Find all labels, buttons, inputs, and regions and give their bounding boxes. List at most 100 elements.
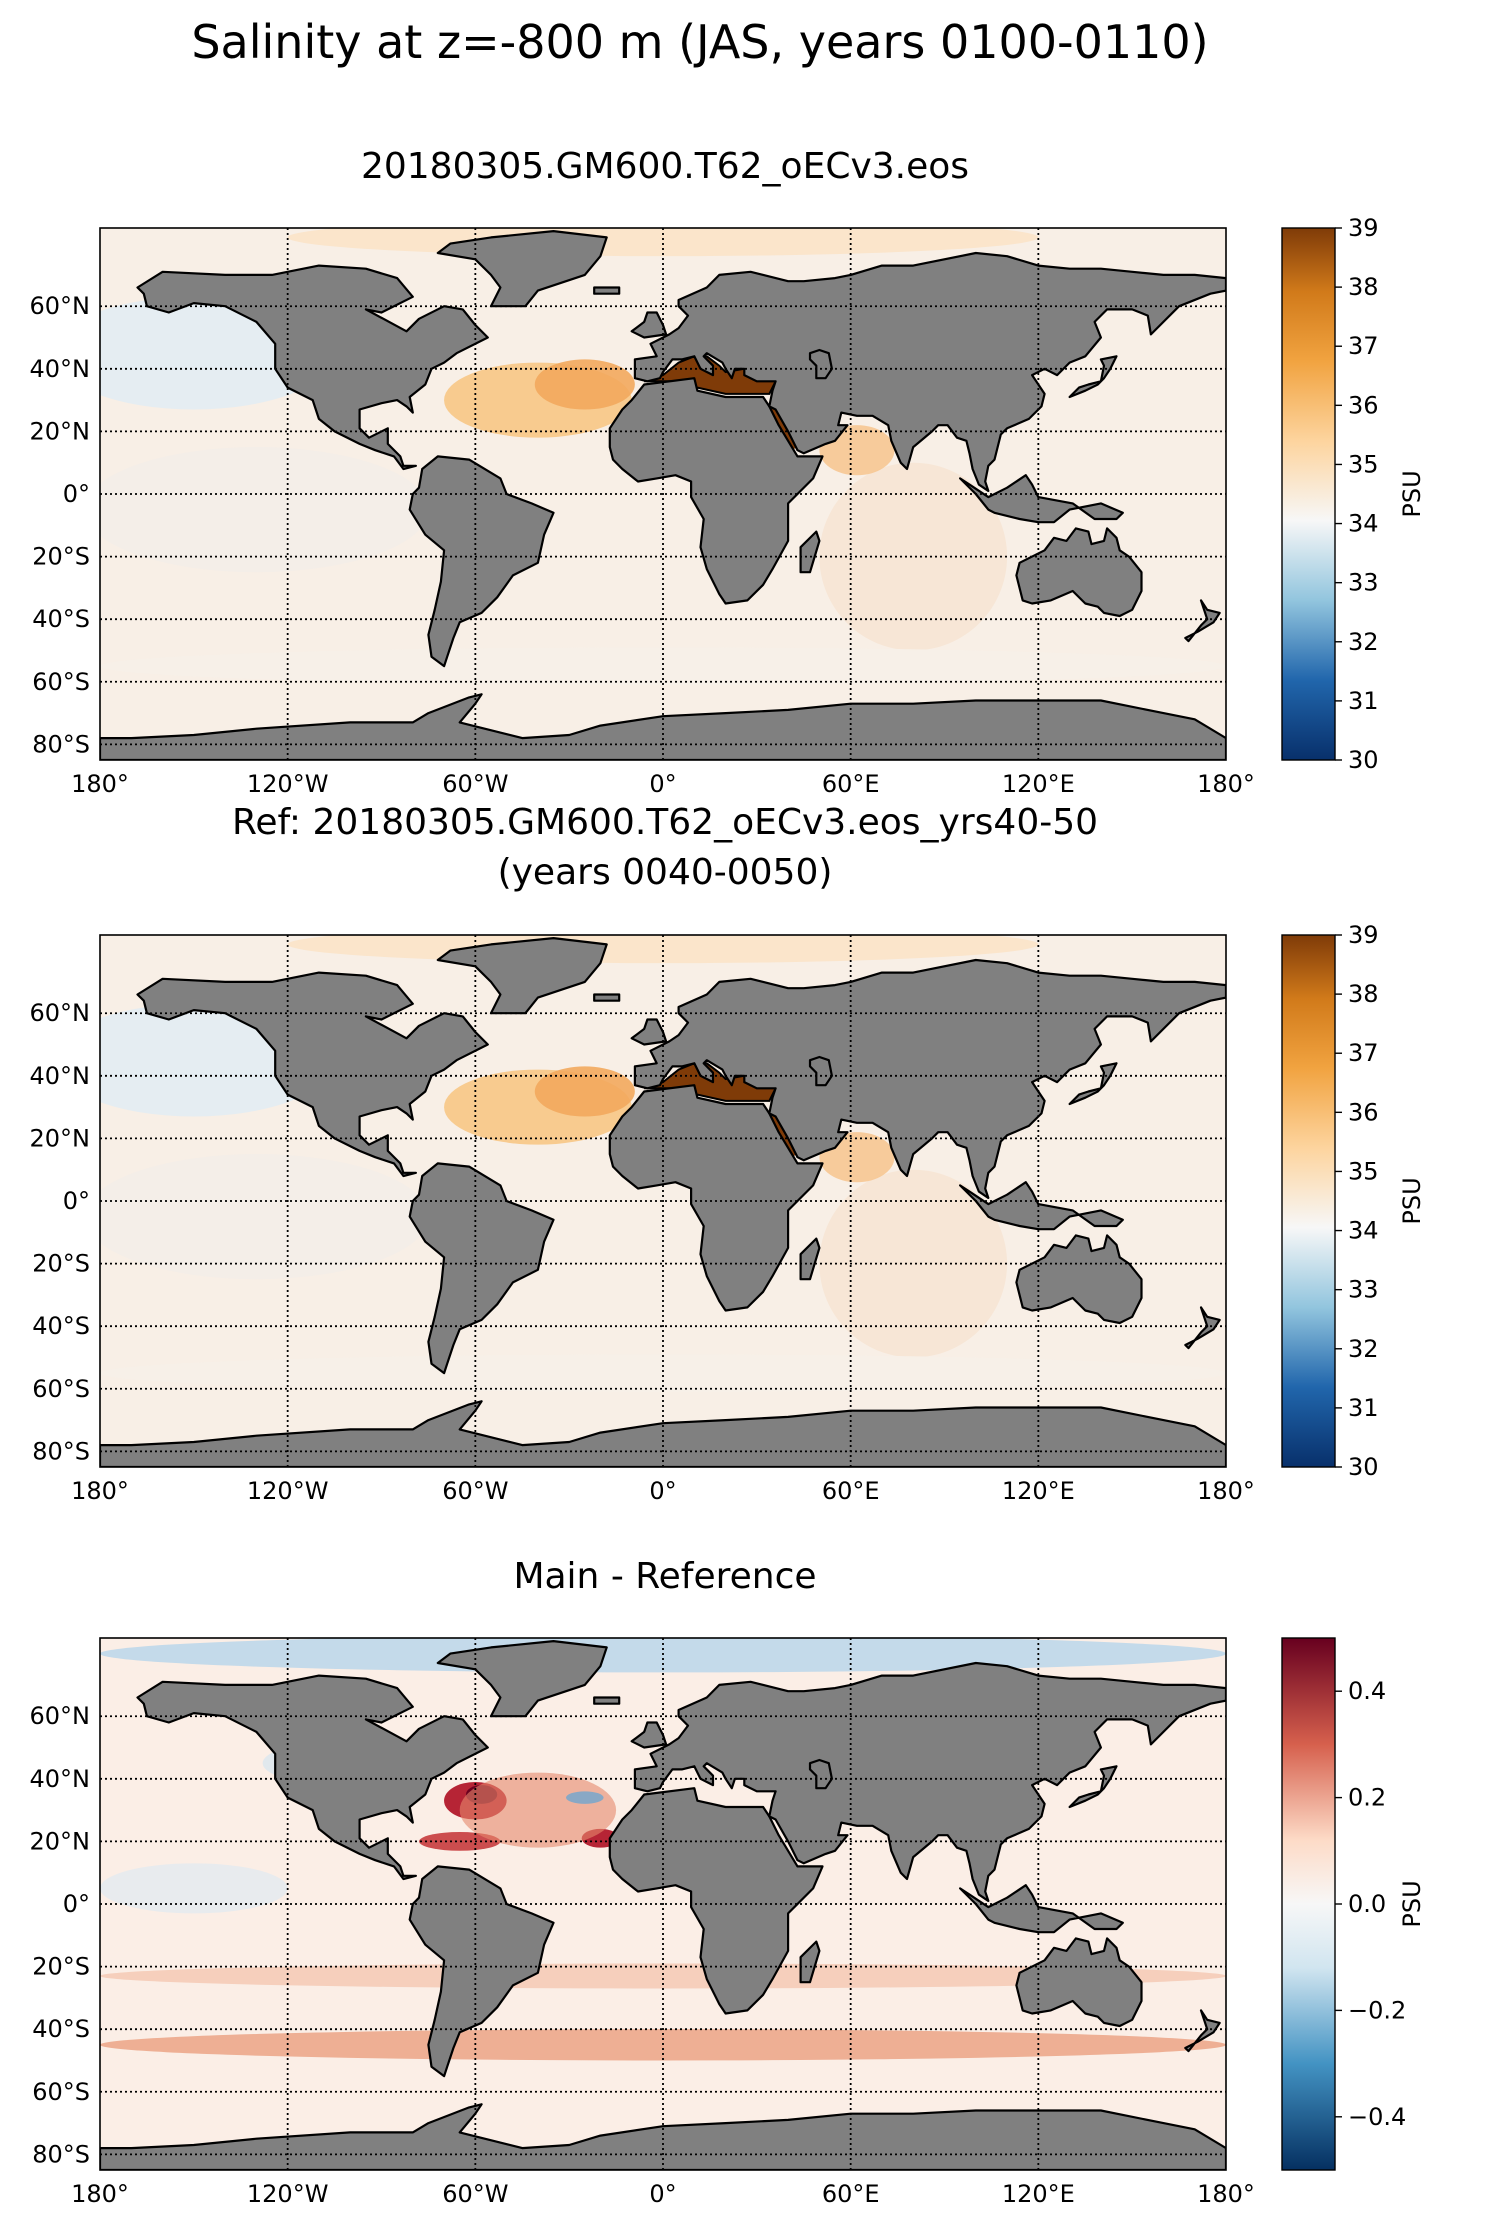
data-field (100, 935, 1226, 1467)
colorbar-tick-label: 37 (1348, 332, 1379, 360)
colorbar: 30 31 32 33 34 35 36 37 38 39 PSU (1281, 214, 1426, 774)
arabia-caspian-landmass (808, 348, 834, 380)
madagascar-landmass (799, 1940, 821, 1984)
x-tick-label: 0° (649, 1477, 676, 1505)
arctic-high (287, 228, 1039, 257)
x-tick-label: 0° (649, 770, 676, 798)
y-tick-label: 80°S (32, 2140, 90, 2168)
new-zealand-landmass (1184, 1306, 1221, 1350)
y-tick-label: 40°N (30, 355, 91, 383)
australia-landmass (1015, 1234, 1143, 1325)
colorbar-tick-label: 34 (1348, 1217, 1379, 1245)
gridlines (100, 1638, 1226, 2170)
colorbar-tick-label: 33 (1348, 569, 1379, 597)
colorbar-label: PSU (1398, 1177, 1426, 1224)
colorbar-tick-label: 34 (1348, 510, 1379, 538)
new-zealand-landmass (1184, 599, 1221, 643)
colorbar-tick-label: 31 (1348, 687, 1379, 715)
colorbar-tick-label: −0.2 (1348, 1996, 1406, 2024)
x-tick-label: 120°E (1002, 770, 1075, 798)
y-tick-label: 60°N (30, 999, 91, 1027)
british-isles-landmass (630, 1721, 668, 1749)
y-tick-label: 80°S (32, 1437, 90, 1465)
arctic-high (287, 935, 1039, 964)
colorbar-gradient (1281, 1637, 1336, 2171)
colorbar-tick-label: 0.2 (1348, 1784, 1386, 1812)
colorbar-tick-label: 38 (1348, 980, 1379, 1008)
colorbar-tick-label: 30 (1348, 1453, 1379, 1481)
eurasia-landmass (633, 1661, 1226, 1903)
british-isles-landmass (630, 1018, 668, 1046)
x-tick-label: 180° (1197, 1477, 1255, 1505)
y-tick-label: 40°S (32, 605, 90, 633)
y-tick-label: 0° (63, 1890, 90, 1918)
panel-reference: Ref: 20180305.GM600.T62_oECv3.eos_yrs40-… (30, 802, 1427, 1505)
x-tick-label: 180° (1197, 2180, 1255, 2208)
south-america-landmass (408, 1162, 555, 1375)
pacific-east-blue (100, 1863, 288, 1914)
colorbar: 30 31 32 33 34 35 36 37 38 39 PSU (1281, 921, 1426, 1481)
arabia-caspian-landmass (808, 1758, 834, 1790)
greenland-landmass (436, 230, 608, 308)
gridlines (100, 228, 1226, 760)
madagascar-landmass (799, 1237, 821, 1281)
colorbar: −0.4 −0.2 0.0 0.2 0.4 PSU (1281, 1637, 1426, 2171)
panel-model: 20180305.GM600.T62_oECv3.eos 180° 120°W 60… (30, 146, 1427, 798)
x-tick-label: 180° (71, 2180, 129, 2208)
indonesia-landmass (958, 1181, 1124, 1231)
south-america-landmass (408, 455, 555, 668)
colorbar-tick-label: −0.4 (1348, 2103, 1406, 2131)
map-frame (99, 1637, 1227, 2171)
y-tick-label: 60°S (32, 2078, 90, 2106)
colorbar-tick-label: 36 (1348, 1098, 1379, 1126)
arabia-caspian-landmass (808, 1055, 834, 1087)
eurasia-landmass (633, 251, 1226, 492)
greenland-landmass (436, 936, 608, 1015)
colorbar-tick-label: 38 (1348, 273, 1379, 301)
madagascar-landmass (799, 530, 821, 574)
panel-subtitle: (years 0040-0050) (498, 852, 833, 893)
y-tick-label: 20°S (32, 1250, 90, 1278)
atlantic-core (534, 1066, 635, 1117)
colorbar-tick-label: 37 (1348, 1039, 1379, 1067)
colorbar-label: PSU (1398, 1880, 1426, 1927)
north-america-landmass (136, 264, 489, 471)
australia-landmass (1015, 1937, 1143, 2028)
colorbar-tick-label: 36 (1348, 391, 1379, 419)
colorbar-tick-label: 35 (1348, 1157, 1379, 1185)
panel-title: Ref: 20180305.GM600.T62_oECv3.eos_yrs40-… (232, 802, 1098, 843)
pacific-south (100, 1154, 429, 1280)
japan-landmass (1068, 1765, 1118, 1809)
map: 180° 120°W 60°W 0° 60°E 120°E 180° 60°N 40°N 20°N… (30, 1637, 1255, 2208)
y-tick-label: 40°S (32, 1312, 90, 1340)
greenland-landmass (436, 1639, 608, 1718)
iceland-landmass (593, 1696, 621, 1705)
x-tick-label: 60°W (442, 770, 508, 798)
y-tick-label: 80°S (32, 730, 90, 758)
x-tick-label: 60°W (442, 1477, 508, 1505)
x-tick-label: 0° (649, 2180, 676, 2208)
data-field (100, 228, 1226, 760)
colorbar-tick-label: 0.4 (1348, 1677, 1386, 1705)
new-zealand-landmass (1184, 2009, 1221, 2053)
panel-title: 20180305.GM600.T62_oECv3.eos (361, 146, 969, 187)
y-tick-label: 40°S (32, 2015, 90, 2043)
x-tick-label: 60°E (822, 1477, 880, 1505)
y-tick-label: 60°S (32, 1375, 90, 1403)
indonesia-landmass (958, 474, 1124, 524)
panel-difference: Main - Reference 180° 120°W 60°W 0° 60°E 120°… (30, 1556, 1427, 2208)
japan-landmass (1068, 355, 1118, 399)
australia-landmass (1015, 527, 1143, 618)
panel-title: Main - Reference (513, 1556, 816, 1597)
x-tick-label: 120°W (247, 1477, 329, 1505)
iceland-landmass (593, 286, 621, 295)
atlantic-core (534, 359, 635, 410)
y-tick-label: 20°S (32, 543, 90, 571)
colorbar-tick-label: 39 (1348, 214, 1379, 242)
colorbar-label: PSU (1398, 470, 1426, 517)
colorbar-tick-label: 30 (1348, 746, 1379, 774)
map: 180° 120°W 60°W 0° 60°E 120°E 180° 60°N 40°N 20°N… (30, 934, 1255, 1505)
colorbar-tick-label: 33 (1348, 1276, 1379, 1304)
indonesia-landmass (958, 1884, 1124, 1934)
y-tick-label: 60°N (30, 292, 91, 320)
